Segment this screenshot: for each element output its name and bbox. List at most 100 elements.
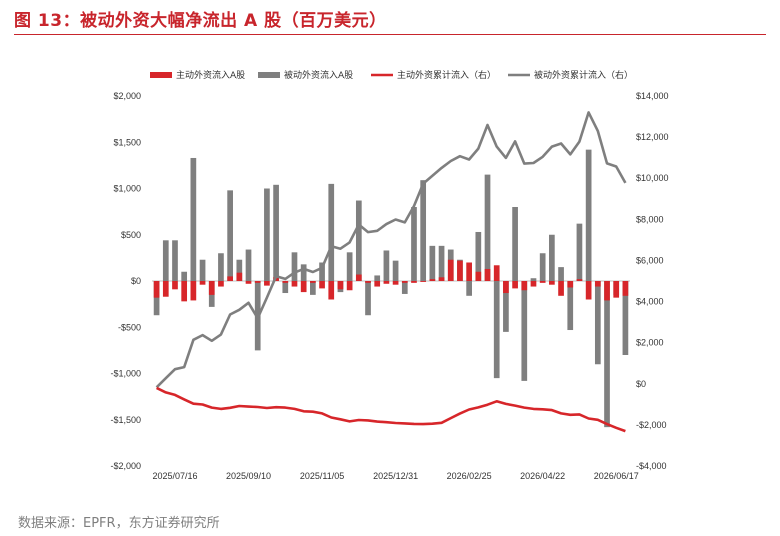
legend-label: 被动外资累计流入（右） [534, 69, 633, 81]
passive-flow-bar [218, 253, 224, 281]
passive-flow-bar [172, 240, 178, 281]
active-flow-bar [457, 260, 463, 281]
x-axis-tick: 2025/11/05 [300, 471, 344, 481]
legend-label: 主动外资累计流入（右） [397, 69, 496, 81]
active-flow-bar [420, 281, 427, 282]
passive-flow-bar [429, 245, 436, 281]
active-flow-bar [319, 281, 325, 289]
passive-flow-bar [328, 183, 335, 281]
chart-legend: 主动外资流入A股 被动外资流入A股 主动外资累计流入（右） 被动外资累计流入（右） [150, 69, 633, 81]
right-axis-tick: $4,000 [636, 297, 664, 307]
passive-flow-bar [539, 253, 546, 281]
active-flow-bar [438, 277, 445, 281]
active-flow-bar [604, 281, 610, 301]
left-axis-tick: -$1,000 [110, 369, 141, 379]
x-axis-tick: 2025/12/31 [373, 471, 418, 481]
passive-flow-bar [484, 174, 491, 281]
active-flow-bar [521, 281, 528, 291]
passive-flow-bar [291, 252, 298, 281]
right-axis-tick: $2,000 [636, 338, 664, 348]
passive-flow-bar [521, 281, 528, 381]
data-source-note: 数据来源：EPFR，东方证券研究所 [18, 516, 220, 531]
passive-flow-bar [162, 240, 169, 281]
legend-label: 主动外资流入A股 [176, 69, 245, 81]
right-axis-tick: $8,000 [636, 214, 664, 224]
legend-label: 被动外资流入A股 [284, 69, 353, 81]
passive-flow-bar [558, 267, 564, 281]
active-flow-bar [172, 281, 178, 290]
active-flow-bar [346, 281, 353, 291]
active-flow-bar [245, 281, 252, 284]
bar-series [153, 149, 629, 428]
active-flow-bar [310, 281, 316, 283]
passive-flow-bar [530, 278, 537, 281]
active-flow-bar [282, 281, 289, 283]
legend-swatch [258, 72, 280, 78]
active-flow-bar [585, 281, 592, 300]
passive-flow-bar [282, 281, 289, 294]
active-flow-bar [153, 281, 160, 298]
active-flow-bar [558, 281, 564, 296]
x-axis-tick: 2025/07/16 [152, 471, 197, 481]
active-flow-bar [236, 272, 243, 281]
passive-flow-bar [181, 271, 188, 281]
active-flow-bar [567, 281, 574, 288]
passive-flow-bar [503, 281, 509, 332]
line-series [155, 111, 627, 433]
active-flow-bar [355, 274, 362, 281]
active-flow-bar [475, 271, 482, 281]
figure-title: 图 13：被动外资大幅净流出 A 股（百万美元） [14, 11, 387, 31]
active-flow-bar [365, 281, 371, 283]
passive-flow-bar [310, 281, 316, 295]
passive-flow-bar [245, 249, 252, 281]
active-flow-bar [162, 281, 169, 297]
passive-flow-bar [475, 231, 482, 281]
left-axis-tick: $2,000 [113, 91, 141, 101]
passive-flow-bar [392, 260, 399, 281]
right-axis-tick: -$4,000 [636, 461, 667, 471]
active-flow-bar [576, 279, 583, 281]
passive-flow-bar [365, 281, 371, 316]
x-axis-tick: 2026/06/17 [594, 471, 639, 481]
active-flow-bar [512, 281, 518, 289]
active-flow-bar [530, 281, 537, 287]
active-flow-bar [300, 281, 307, 293]
passive-flow-bar [604, 281, 610, 428]
active-flow-bar [328, 281, 335, 300]
passive-flow-bar [438, 245, 445, 281]
active-flow-bar [199, 281, 206, 285]
passive-flow-bar [411, 207, 417, 281]
passive-flow-bar [273, 184, 279, 281]
passive-flow-bar [383, 250, 390, 281]
right-axis-tick: $14,000 [636, 91, 669, 101]
right-axis-tick: $0 [636, 379, 646, 389]
passive-flow-bar [374, 275, 381, 281]
passive-flow-bar [585, 149, 592, 281]
active-flow-bar [374, 281, 381, 287]
passive-flow-bar [576, 223, 583, 281]
active-flow-bar [549, 281, 555, 285]
passive-flow-bar [567, 281, 574, 331]
active-cumulative-line [156, 386, 626, 433]
passive-flow-bar [153, 281, 160, 316]
passive-cumulative-line [155, 111, 627, 389]
active-flow-bar [539, 281, 546, 283]
left-axis-tick: $500 [121, 230, 141, 240]
passive-flow-bar [493, 281, 500, 379]
active-flow-bar [401, 281, 408, 283]
active-flow-bar [264, 281, 270, 286]
legend-swatch [150, 72, 172, 78]
active-flow-bar [337, 281, 344, 290]
title-rule [14, 34, 766, 35]
left-axis-tick: $1,500 [113, 137, 141, 147]
passive-flow-bar [466, 281, 472, 296]
active-flow-bar [594, 281, 601, 287]
active-flow-bar [447, 259, 454, 281]
active-flow-bar [208, 281, 215, 295]
right-axis-tick: $10,000 [636, 173, 669, 183]
active-flow-bar [466, 262, 472, 281]
active-flow-bar [227, 276, 233, 281]
left-axis-tick: -$500 [118, 322, 141, 332]
active-flow-bar [291, 281, 298, 287]
